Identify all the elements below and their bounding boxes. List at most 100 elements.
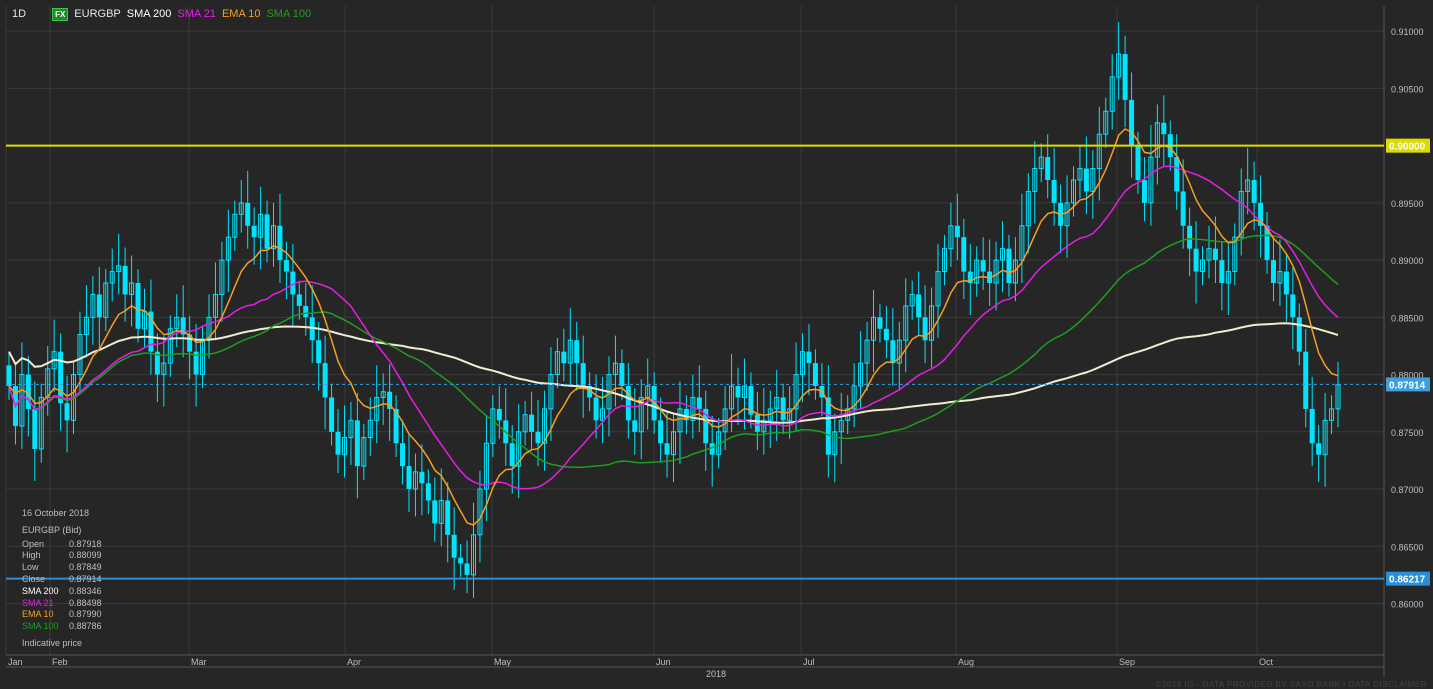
candle-body-bull: [793, 374, 799, 410]
candle-body-bull: [741, 385, 747, 398]
x-tick-label: Apr: [347, 657, 361, 667]
candle-body-bull: [490, 408, 496, 444]
info-row-sma21: SMA 21 0.88498: [22, 598, 112, 610]
candle-body-bear: [425, 483, 431, 501]
indicator-sma100-label[interactable]: SMA 100: [266, 8, 312, 20]
y-tick-label: 0.87000: [1391, 485, 1424, 495]
candle-body-bull: [361, 437, 367, 467]
candle-body-bull: [1225, 271, 1231, 284]
candle-body-bull: [1070, 179, 1076, 204]
info-row-open: Open 0.87918: [22, 539, 112, 551]
candle-body-bull: [341, 437, 347, 456]
candle-body-bull: [516, 431, 522, 467]
info-value: 0.88346: [69, 585, 102, 596]
info-value: 0.87990: [69, 609, 102, 620]
candle-body-bear: [1141, 179, 1147, 203]
indicator-ema10-label[interactable]: EMA 10: [221, 8, 261, 20]
year-label: 2018: [706, 669, 726, 679]
candle-body-bear: [954, 225, 960, 238]
y-tick-label: 0.91000: [1391, 27, 1424, 37]
level-tag-resistance: [1386, 138, 1430, 153]
candle-body-bear: [387, 391, 393, 409]
chart-toolbar: 1D FX EURGBP SMA 200 SMA 21 EMA 10 SMA 1…: [12, 6, 311, 22]
indicator-sma21-label[interactable]: SMA 21: [177, 8, 216, 20]
info-row-close: Close 0.87914: [22, 574, 112, 586]
candle-body-bear: [432, 500, 438, 524]
candle-body-bull: [38, 396, 44, 450]
y-tick-label: 0.88500: [1391, 313, 1424, 323]
candle-body-bear: [1212, 248, 1218, 261]
candle-body-bull: [1000, 248, 1006, 261]
candle-body-bear: [561, 351, 567, 364]
candle-body-bear: [419, 471, 425, 484]
candle-body-bull: [1322, 419, 1328, 456]
candle-body-bull: [77, 334, 83, 376]
candle-body-bull: [1096, 133, 1102, 170]
x-tick-label: Jun: [656, 657, 671, 667]
ema10-line: [8, 128, 1339, 526]
candle-body-bull: [522, 414, 528, 433]
candle-body-bear: [1122, 54, 1128, 100]
info-label: Open: [22, 538, 45, 549]
candle-body-bull: [271, 225, 277, 250]
info-label: High: [22, 550, 41, 561]
candle-body-bull: [554, 351, 560, 376]
candle-body-bull: [671, 431, 676, 456]
indicator-sma200-label[interactable]: SMA 200: [126, 8, 172, 20]
candle-body-bear: [58, 351, 64, 404]
sma21-line: [8, 165, 1339, 490]
candle-body-bear: [180, 317, 186, 335]
x-tick-label: Jan: [8, 657, 23, 667]
timeframe-label[interactable]: 1D: [12, 8, 27, 20]
candle-body-bear: [290, 271, 296, 295]
candle-body-bull: [238, 202, 244, 215]
candle-body-bear: [445, 500, 451, 535]
symbol-label[interactable]: EURGBP: [74, 8, 121, 20]
candle-body-bull: [1077, 168, 1083, 181]
candle-body-bear: [658, 420, 664, 444]
info-value: 0.87849: [69, 562, 102, 573]
x-tick-label: May: [494, 657, 512, 667]
candle-body-bull: [477, 488, 483, 536]
candle-body-bear: [251, 225, 257, 238]
info-label: SMA 200: [22, 585, 59, 596]
candle-body-bear: [1193, 248, 1199, 272]
candle-body-bear: [1187, 225, 1193, 249]
info-date: 16 October 2018: [22, 508, 90, 518]
info-label: Close: [22, 573, 46, 584]
candle-body-bear: [1006, 248, 1012, 283]
candle-body-bear: [735, 386, 741, 398]
candle-body-bear: [25, 374, 31, 409]
copyright-notice[interactable]: ©2018 IG - DATA PROVIDED BY SAXO BANK / …: [1155, 680, 1427, 689]
candle-body-bear: [619, 363, 625, 387]
candle-body-bull: [141, 311, 147, 330]
candle-body-bear: [277, 225, 283, 261]
info-value: 0.88498: [69, 597, 102, 608]
candle-body-bull: [1148, 156, 1154, 204]
candle-body-bull: [851, 385, 857, 410]
candle-body-bull: [909, 293, 915, 307]
candle-body-bull: [548, 374, 554, 410]
candle-body-bull: [800, 351, 806, 376]
candle-body-bear: [922, 317, 928, 341]
candle-body-bull: [161, 362, 167, 376]
candle-body-bear: [1283, 271, 1289, 295]
candle-body-bear: [1316, 443, 1322, 455]
candle-body-bull: [374, 396, 380, 421]
candle-body-bull: [483, 442, 489, 490]
candle-body-bear: [593, 397, 599, 421]
candle-body-bull: [438, 499, 444, 524]
candle-body-bull: [870, 316, 876, 341]
candle-body-bear: [825, 397, 831, 455]
candle-body-bear: [812, 363, 818, 387]
candle-body-bear: [703, 408, 709, 444]
y-tick-label: 0.90500: [1391, 84, 1424, 94]
candle-body-bull: [212, 293, 218, 318]
candle-body-bear: [96, 294, 102, 318]
candle-body-bear: [464, 563, 470, 575]
candle-body-bear: [883, 328, 889, 341]
candle-body-bull: [103, 282, 109, 318]
candle-body-bull: [225, 236, 231, 261]
